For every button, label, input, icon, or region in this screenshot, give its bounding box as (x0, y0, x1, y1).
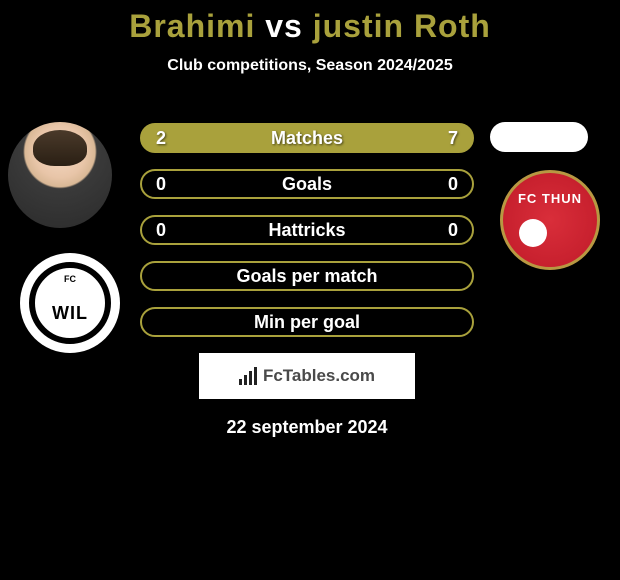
stat-left-value: 2 (156, 128, 166, 149)
stat-left-value: 0 (156, 220, 166, 241)
stat-label: Goals per match (142, 266, 472, 287)
player1-avatar (8, 122, 112, 228)
vs-label: vs (265, 8, 303, 44)
player1-club-badge (20, 253, 120, 353)
stat-right-value: 0 (448, 174, 458, 195)
page-title: Brahimi vs justin Roth (0, 0, 620, 45)
player1-name: Brahimi (129, 8, 255, 44)
stats-container: 2 Matches 7 0 Goals 0 0 Hattricks 0 Goal… (140, 123, 474, 438)
stat-label: Min per goal (142, 312, 472, 333)
stat-right-value: 0 (448, 220, 458, 241)
watermark-text: FcTables.com (263, 366, 375, 386)
subtitle: Club competitions, Season 2024/2025 (0, 57, 620, 75)
player2-name: justin Roth (313, 8, 491, 44)
stat-label: Hattricks (142, 220, 472, 241)
stat-row-goals-per-match: Goals per match (140, 261, 474, 291)
stat-label: Matches (142, 128, 472, 149)
stat-row-hattricks: 0 Hattricks 0 (140, 215, 474, 245)
player2-club-badge (500, 170, 600, 270)
chart-icon (239, 367, 257, 385)
stat-row-matches: 2 Matches 7 (140, 123, 474, 153)
date-label: 22 september 2024 (140, 417, 474, 438)
stat-row-goals: 0 Goals 0 (140, 169, 474, 199)
stat-label: Goals (142, 174, 472, 195)
watermark: FcTables.com (199, 353, 415, 399)
stat-row-min-per-goal: Min per goal (140, 307, 474, 337)
player2-avatar (490, 122, 588, 152)
stat-left-value: 0 (156, 174, 166, 195)
stat-right-value: 7 (448, 128, 458, 149)
fc-wil-logo-icon (29, 262, 111, 344)
